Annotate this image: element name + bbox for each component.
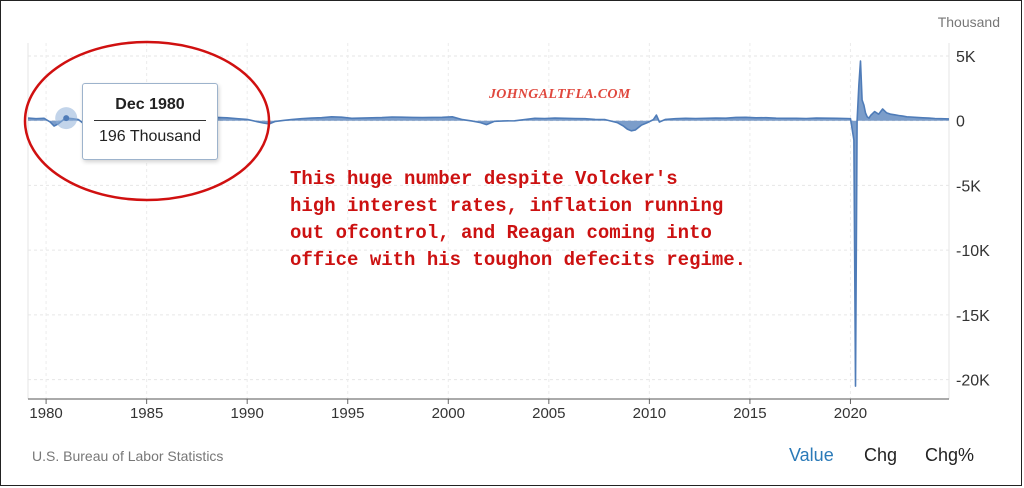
x-tick-label: 2005 (532, 405, 565, 422)
y-tick-label: -10K (956, 243, 990, 260)
x-tick-label: 2010 (633, 405, 666, 422)
highlight-circle (23, 40, 271, 202)
tooltip-date: Dec 1980 (115, 96, 185, 113)
y-tick-label: -15K (956, 308, 990, 325)
axes: 5K 0 -5K -10K -15K -20K 1980 1985 1990 1995 2000 20… (28, 49, 990, 422)
tooltip-value: 196 Thousand (98, 128, 201, 145)
y-tick-label: -5K (956, 178, 981, 195)
annotation-line: high interest rates, inflation running (290, 195, 724, 217)
x-tick-label: 2015 (733, 405, 766, 422)
chg-percent-tab[interactable]: Chg% (925, 445, 975, 465)
hover-point (63, 115, 70, 122)
grid (27, 43, 950, 399)
x-tick-label: 2000 (432, 405, 465, 422)
tooltip-divider (94, 120, 206, 121)
annotation-text: This huge number despite Volcker's high … (290, 166, 910, 274)
watermark-text: JOHNGALTFLA.COM (489, 87, 631, 102)
chg-tab[interactable]: Chg (864, 445, 898, 465)
annotation-line: out ofcontrol, and Reagan coming into (290, 222, 712, 244)
x-tick-label: 1995 (331, 405, 364, 422)
y-tick-label: 0 (956, 114, 965, 131)
x-tick-label: 1990 (231, 405, 264, 422)
x-tick-label: 1980 (29, 405, 62, 422)
x-tick-label: 1985 (130, 405, 163, 422)
unit-label: Thousand (937, 14, 1000, 30)
y-tick-label: -20K (956, 373, 990, 390)
annotation-line: This huge number despite Volcker's (290, 168, 678, 190)
source-label: U.S. Bureau of Labor Statistics (32, 448, 224, 464)
y-tick-label: 5K (956, 49, 976, 66)
annotation-line: office with his toughon defecits regime. (290, 249, 747, 271)
tooltip: Dec 1980 196 Thousand (82, 83, 218, 160)
value-tab[interactable]: Value (789, 445, 834, 465)
x-tick-label: 2020 (834, 405, 867, 422)
